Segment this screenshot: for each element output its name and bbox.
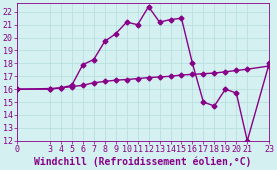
X-axis label: Windchill (Refroidissement éolien,°C): Windchill (Refroidissement éolien,°C) <box>34 157 252 167</box>
